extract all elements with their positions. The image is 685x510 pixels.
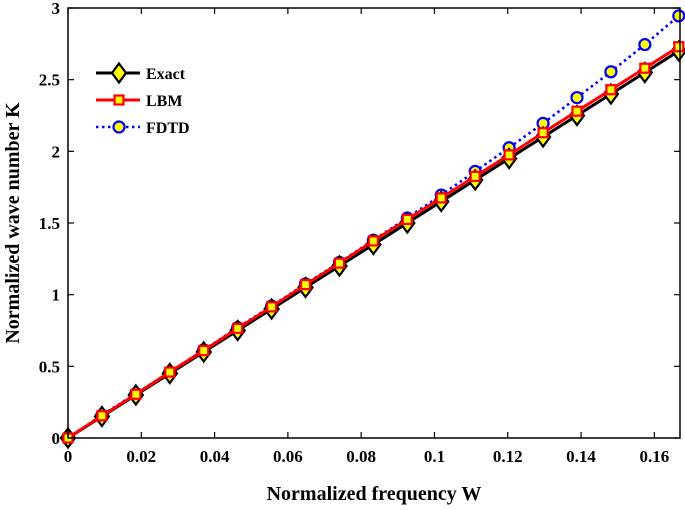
x-tick-label: 0.08	[346, 447, 376, 466]
data-point-lbm	[367, 235, 379, 247]
y-tick-label: 1.5	[39, 214, 60, 233]
legend-label: Exact	[146, 66, 186, 83]
legend-marker	[110, 61, 128, 85]
axis-ticks: 0 0.02 0.04 0.06 0.08 0.1 0.12 0.14 0.16 0 0.5 1 1.5…	[39, 0, 680, 466]
data-point-lbm	[266, 301, 278, 313]
y-axis-label: Normalized wave number K	[2, 102, 24, 344]
data-point-lbm	[435, 192, 447, 204]
plot-area	[59, 9, 685, 450]
y-tick-label: 0.5	[39, 357, 60, 376]
y-tick-label: 1	[52, 286, 61, 305]
data-point-lbm	[401, 213, 413, 226]
x-tick-label: 0.12	[493, 447, 523, 466]
x-tick-label: 0.04	[200, 447, 230, 466]
x-tick-label: 0.16	[639, 447, 669, 466]
x-tick-label: 0	[64, 447, 73, 466]
data-point-lbm	[469, 170, 481, 183]
y-tick-label: 0	[52, 429, 61, 448]
legend: Exact LBM FDTD	[96, 61, 190, 137]
data-point-lbm	[673, 41, 685, 53]
data-point-fdtd	[638, 37, 652, 52]
legend-label: LBM	[146, 93, 182, 110]
legend-label: FDTD	[146, 120, 190, 137]
series-lbm	[62, 41, 685, 444]
legend-entry-fdtd: FDTD	[96, 120, 190, 137]
y-tick-label: 2.5	[39, 71, 60, 90]
data-point-lbm	[639, 62, 651, 74]
legend-marker	[112, 120, 126, 134]
x-tick-label: 0.14	[566, 447, 596, 466]
data-point-lbm	[537, 127, 549, 139]
x-tick-label: 0.1	[424, 447, 445, 466]
data-point-lbm	[164, 366, 176, 378]
data-point-fdtd	[604, 65, 618, 79]
y-tick-label: 3	[52, 0, 61, 18]
legend-marker	[113, 94, 125, 106]
data-point-lbm	[299, 279, 312, 291]
data-point-lbm	[503, 149, 515, 161]
y-tick-label: 2	[52, 142, 61, 161]
x-axis-label: Normalized frequency W	[267, 483, 482, 505]
data-point-lbm	[198, 344, 210, 357]
legend-entry-lbm: LBM	[96, 93, 182, 110]
data-point-lbm	[333, 257, 346, 269]
data-point-lbm	[96, 410, 108, 422]
data-point-lbm	[571, 105, 583, 117]
data-point-fdtd	[672, 9, 685, 23]
data-point-fdtd	[570, 90, 584, 105]
data-point-lbm	[130, 388, 142, 400]
data-point-lbm	[232, 322, 244, 334]
data-point-lbm	[605, 84, 617, 96]
x-tick-label: 0.06	[273, 447, 303, 466]
legend-entry-exact: Exact	[96, 61, 186, 85]
x-tick-label: 0.02	[126, 447, 156, 466]
